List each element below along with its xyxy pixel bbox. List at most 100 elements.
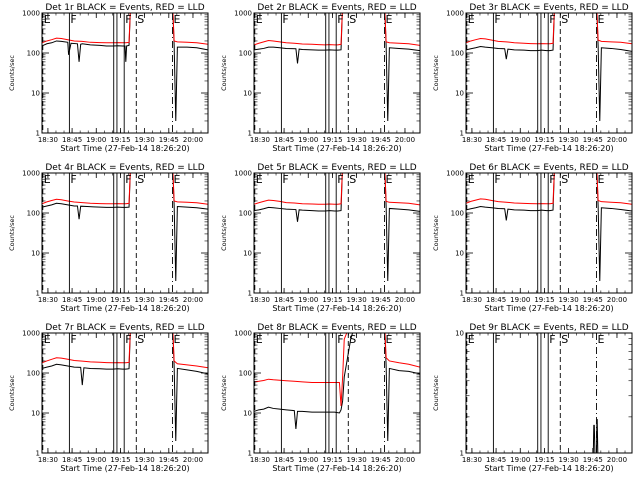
marker-label: E — [468, 333, 475, 346]
series-group — [42, 333, 208, 441]
marker-label: F — [125, 13, 131, 26]
marker-label: S — [561, 333, 568, 346]
x-tick-label: 19:30 — [559, 136, 579, 144]
y-axis-label: Counts/sec — [220, 375, 228, 411]
x-tick-label: 19:00 — [86, 136, 106, 144]
y-tick-label: 10 — [243, 90, 252, 98]
series-line-events — [42, 333, 208, 441]
marker-label: F — [282, 13, 288, 26]
marker-label: E — [598, 13, 605, 26]
series-line-lld — [42, 333, 208, 369]
series-group — [42, 173, 208, 281]
x-tick-label: 19:00 — [510, 296, 530, 304]
y-tick-label: 10 — [243, 410, 252, 418]
x-axis-label: Start Time (27-Feb-14 18:26:20) — [60, 304, 189, 313]
x-tick-label: 18:45 — [274, 456, 294, 464]
y-tick-label: 100 — [451, 210, 464, 218]
series-line-events — [466, 173, 632, 281]
x-tick-label: 18:30 — [250, 456, 270, 464]
marker-label: F — [549, 173, 555, 186]
x-tick-label: 18:30 — [250, 296, 270, 304]
series-group — [592, 419, 599, 453]
x-tick-label: 19:45 — [371, 296, 391, 304]
x-tick-label: 19:00 — [510, 456, 530, 464]
x-axis-label: Start Time (27-Feb-14 18:26:20) — [60, 144, 189, 153]
marker-label: E — [468, 173, 475, 186]
x-tick-label: 18:45 — [486, 136, 506, 144]
y-tick-label: 100 — [451, 50, 464, 58]
y-axis-label: Counts/sec — [432, 375, 440, 411]
x-tick-label: 18:30 — [250, 136, 270, 144]
series-line-events — [254, 173, 420, 281]
y-tick-label: 1000 — [446, 170, 464, 178]
panel-title: Det 2r BLACK = Events, RED = LLD — [257, 3, 416, 13]
x-tick-label: 19:00 — [298, 136, 318, 144]
x-tick-label: 19:15 — [322, 456, 342, 464]
x-tick-label: 18:45 — [62, 136, 82, 144]
x-tick-label: 18:30 — [462, 136, 482, 144]
y-tick-label: 10 — [243, 250, 252, 258]
marker-label: E — [256, 13, 263, 26]
marker-label: E — [468, 13, 475, 26]
x-tick-label: 19:15 — [322, 296, 342, 304]
marker-label: S — [561, 173, 568, 186]
x-tick-label: 19:00 — [510, 136, 530, 144]
marker-label: S — [349, 173, 356, 186]
series-line-lld — [42, 173, 208, 205]
x-tick-label: 18:45 — [274, 136, 294, 144]
plot-frame — [465, 332, 633, 454]
x-tick-label: 19:30 — [347, 136, 367, 144]
marker-label: F — [549, 333, 555, 346]
y-tick-label: 100 — [27, 210, 40, 218]
y-tick-label: 1 — [248, 130, 252, 138]
x-tick-label: 20:00 — [607, 136, 627, 144]
series-group — [466, 13, 632, 121]
marker-label: E — [174, 333, 181, 346]
y-tick-label: 1000 — [234, 330, 252, 338]
panel-title: Det 6r BLACK = Events, RED = LLD — [469, 163, 628, 173]
series-group — [254, 13, 420, 121]
x-tick-label: 19:45 — [159, 136, 179, 144]
x-axis-label: Start Time (27-Feb-14 18:26:20) — [484, 464, 613, 473]
marker-label: E — [44, 333, 51, 346]
y-tick-label: 100 — [239, 370, 252, 378]
x-axis-label: Start Time (27-Feb-14 18:26:20) — [272, 304, 401, 313]
y-tick-label: 10 — [31, 250, 40, 258]
x-tick-label: 20:00 — [395, 296, 415, 304]
marker-label: F — [494, 333, 500, 346]
panel-title: Det 5r BLACK = Events, RED = LLD — [257, 163, 416, 173]
x-tick-label: 20:00 — [395, 136, 415, 144]
marker-label: F — [125, 173, 131, 186]
y-tick-label: 1000 — [234, 10, 252, 18]
x-tick-label: 19:45 — [371, 456, 391, 464]
marker-label: E — [256, 333, 263, 346]
plot-frame — [41, 172, 209, 294]
marker-label: F — [70, 13, 76, 26]
x-axis-label: Start Time (27-Feb-14 18:26:20) — [272, 144, 401, 153]
marker-label: S — [349, 13, 356, 26]
y-axis-label: Counts/sec — [8, 55, 16, 91]
marker-label: F — [337, 13, 343, 26]
marker-label: F — [494, 173, 500, 186]
x-tick-label: 19:30 — [559, 456, 579, 464]
y-tick-label: 1 — [248, 290, 252, 298]
marker-label: E — [386, 173, 393, 186]
y-tick-label: 1000 — [446, 10, 464, 18]
plot-frame — [41, 332, 209, 454]
series-line-events — [42, 173, 208, 281]
x-tick-label: 19:00 — [298, 456, 318, 464]
x-tick-label: 18:45 — [274, 296, 294, 304]
series-line-lld — [254, 333, 420, 406]
marker-label: E — [44, 173, 51, 186]
panel-title: Det 9r BLACK = Events, RED = LLD — [469, 323, 628, 333]
x-tick-label: 19:45 — [371, 136, 391, 144]
y-axis-label: Counts/sec — [432, 55, 440, 91]
x-tick-label: 18:30 — [462, 296, 482, 304]
x-tick-label: 18:30 — [38, 296, 58, 304]
x-tick-label: 19:45 — [583, 136, 603, 144]
